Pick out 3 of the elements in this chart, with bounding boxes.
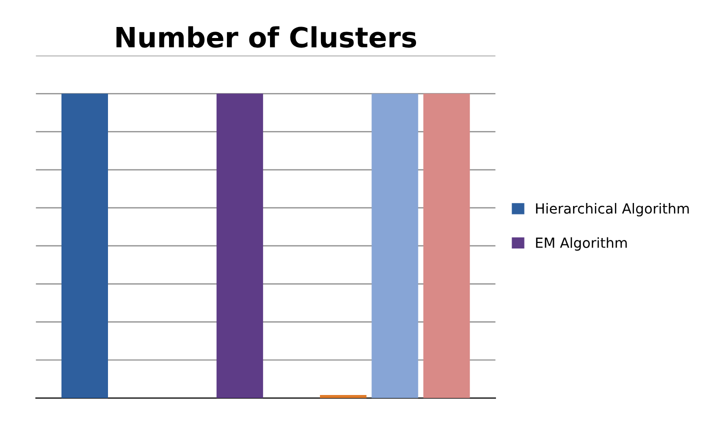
chart-title: Number of Clusters — [116, 26, 416, 48]
legend-label: EM Algorithm — [536, 237, 627, 251]
legend-label: Hierarchical Algorithm — [536, 202, 689, 216]
